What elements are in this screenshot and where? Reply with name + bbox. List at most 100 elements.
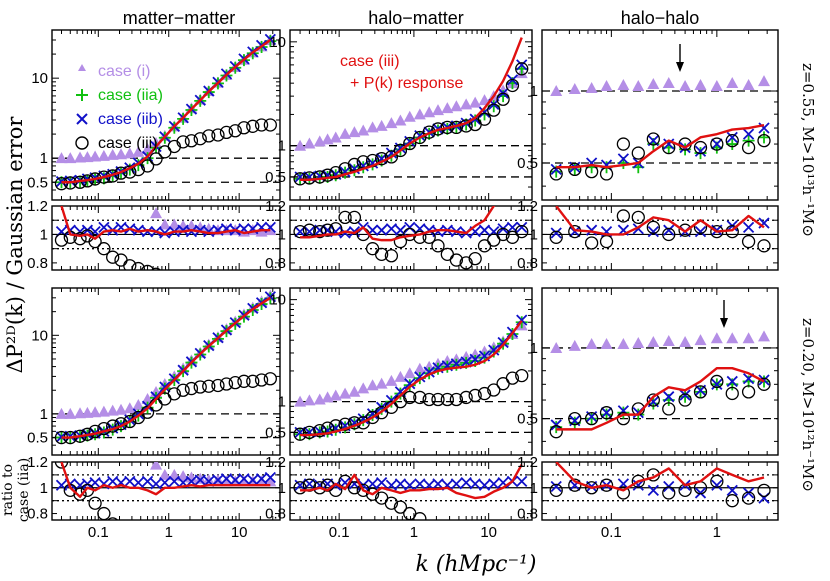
marker-triangle: [726, 77, 739, 89]
marker-triangle: [375, 377, 388, 389]
panel-3: 0.8 1 1.2: [265, 198, 533, 272]
marker-triangle: [185, 471, 198, 483]
marker-cross: [726, 131, 738, 143]
marker-cross: [742, 487, 755, 499]
marker-cross: [694, 487, 707, 499]
marker-circle: [237, 374, 251, 388]
marker-plus: [694, 385, 707, 398]
marker-triangle: [237, 225, 250, 237]
marker-cross: [414, 478, 426, 490]
marker-circle: [449, 392, 464, 407]
y-tick-label: 1: [530, 340, 538, 357]
marker-circle: [568, 162, 582, 177]
marker-circle: [107, 517, 119, 520]
marker-plus: [742, 134, 755, 147]
marker-circle: [54, 233, 69, 247]
marker-circle: [403, 136, 417, 151]
marker-circle: [313, 423, 327, 438]
y-tick-label: 0.5: [265, 169, 286, 186]
marker-triangle: [758, 330, 771, 342]
marker-triangle: [497, 84, 510, 96]
y-tick-label: 10: [31, 327, 48, 344]
panel-data: [293, 314, 529, 441]
marker-triangle: [202, 474, 215, 486]
marker-cross: [132, 476, 144, 489]
marker-triangle: [394, 370, 407, 382]
marker-triangle: [294, 139, 307, 151]
panel-frame: [541, 29, 779, 201]
marker-triangle: [585, 81, 598, 93]
panel-data: [549, 206, 771, 253]
marker-circle: [167, 387, 181, 401]
y-tick-label: 0.8: [27, 506, 48, 523]
y-tick-label: 0.8: [265, 255, 286, 272]
marker-triangle: [55, 152, 68, 164]
marker-cross: [414, 371, 426, 383]
legend-label: case (iii): [98, 135, 158, 152]
y-tick-label: 1: [278, 138, 286, 155]
marker-circle: [496, 227, 510, 242]
marker-circle: [193, 132, 207, 146]
legend: case (i) case (iia) case (iib) case (iii…: [75, 63, 163, 152]
marker-triangle: [403, 110, 416, 122]
marker-circle: [741, 385, 756, 399]
marker-triangle: [662, 335, 675, 347]
marker-triangle: [600, 337, 613, 349]
marker-cross: [600, 407, 613, 419]
marker-circle: [219, 125, 234, 140]
annotation-pk-response: + P(k) response: [350, 75, 463, 92]
marker-circle: [73, 487, 87, 501]
marker-triangle: [758, 75, 771, 87]
marker-circle: [631, 210, 645, 225]
marker-triangle: [357, 382, 370, 394]
marker-circle: [487, 103, 501, 117]
marker-circle: [449, 253, 464, 267]
legend-label: case (iia): [98, 87, 163, 104]
panel-8: 0.5 1 10: [265, 287, 533, 456]
marker-cross: [726, 375, 738, 388]
marker-cross: [550, 480, 562, 493]
legend-label: case (i): [98, 63, 150, 80]
marker-circle: [140, 159, 155, 173]
marker-cross: [394, 478, 407, 490]
marker-circle: [320, 168, 335, 182]
marker-cross: [632, 479, 644, 491]
marker-circle: [505, 78, 520, 93]
marker-cross: [159, 227, 171, 239]
marker-triangle: [710, 79, 723, 91]
marker-triangle: [220, 475, 233, 487]
marker-circle: [584, 411, 599, 426]
marker-cross: [375, 224, 388, 236]
panel-9: 0.1 1 10 0.8 1 1.2: [265, 454, 533, 541]
panel-frame: [541, 287, 779, 456]
marker-cross: [159, 381, 171, 393]
panel-6: 0.5 1 10: [27, 287, 281, 456]
marker-triangle: [394, 114, 407, 126]
y-tick-label: 1.2: [517, 198, 538, 215]
panel-data: [54, 289, 277, 445]
marker-cross: [711, 479, 723, 491]
marker-triangle: [679, 335, 692, 347]
y-tick-label: 0.5: [517, 155, 538, 172]
marker-cross: [617, 153, 630, 165]
column-title-halo-matter: halo−matter: [368, 8, 464, 28]
marker-circle: [149, 152, 163, 166]
panel-data: [54, 33, 277, 191]
marker-cross: [404, 479, 416, 491]
y-tick-label: 1: [40, 406, 48, 423]
panel-data: [549, 462, 771, 508]
marker-plus: [679, 390, 692, 403]
marker-triangle: [294, 395, 307, 407]
panel-data: [549, 330, 771, 439]
marker-triangle: [647, 77, 660, 89]
marker-circle: [114, 253, 128, 267]
marker-circle: [228, 375, 242, 390]
marker-triangle: [550, 85, 563, 97]
response-line: [61, 39, 272, 184]
y-tick-label: 0.8: [27, 255, 48, 272]
marker-circle: [662, 486, 676, 500]
y-tick-label: 1.2: [27, 198, 48, 215]
marker-cross: [366, 478, 379, 490]
response-line: [300, 463, 523, 500]
